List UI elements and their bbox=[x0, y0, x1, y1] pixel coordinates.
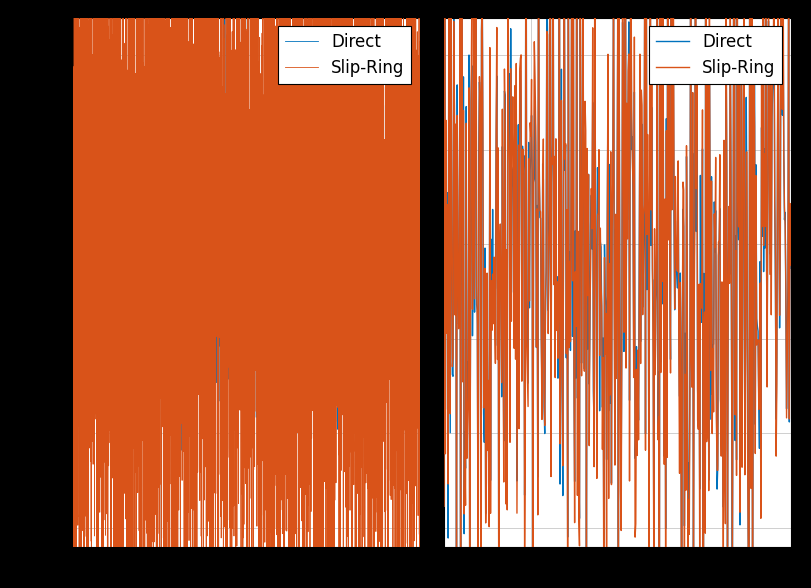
Line: Direct: Direct bbox=[73, 6, 420, 467]
Direct bbox=[294, 361, 303, 368]
Slip-Ring bbox=[646, 206, 656, 213]
Direct bbox=[628, 133, 637, 140]
Slip-Ring bbox=[786, 261, 796, 268]
Direct bbox=[131, 218, 141, 225]
Line: Slip-Ring: Slip-Ring bbox=[444, 0, 791, 588]
Direct bbox=[646, 242, 656, 249]
Direct bbox=[786, 265, 796, 272]
Direct bbox=[200, 268, 210, 275]
Slip-Ring bbox=[628, 150, 637, 157]
Slip-Ring bbox=[131, 469, 141, 476]
Direct bbox=[439, 456, 448, 463]
Slip-Ring bbox=[354, 167, 363, 174]
Direct bbox=[607, 480, 616, 487]
Slip-Ring bbox=[415, 207, 425, 214]
Direct bbox=[604, 161, 614, 168]
Slip-Ring bbox=[779, 150, 788, 157]
Direct bbox=[415, 195, 425, 202]
Line: Slip-Ring: Slip-Ring bbox=[73, 0, 420, 588]
Slip-Ring bbox=[725, 280, 735, 287]
Direct bbox=[220, 2, 230, 9]
Legend: Direct, Slip-Ring: Direct, Slip-Ring bbox=[278, 26, 411, 83]
Slip-Ring bbox=[200, 414, 210, 421]
Direct bbox=[725, 271, 735, 278]
Slip-Ring bbox=[607, 481, 616, 488]
Direct bbox=[354, 148, 363, 155]
Slip-Ring bbox=[68, 74, 78, 81]
Direct bbox=[779, 148, 788, 155]
Line: Direct: Direct bbox=[444, 0, 791, 588]
Slip-Ring bbox=[277, 236, 286, 243]
Direct bbox=[68, 153, 78, 160]
Slip-Ring bbox=[327, 545, 337, 552]
Direct bbox=[276, 151, 285, 158]
Slip-Ring bbox=[439, 503, 448, 510]
Slip-Ring bbox=[604, 260, 614, 268]
Direct bbox=[327, 299, 337, 306]
Legend: Direct, Slip-Ring: Direct, Slip-Ring bbox=[649, 26, 783, 83]
Direct bbox=[409, 464, 418, 471]
